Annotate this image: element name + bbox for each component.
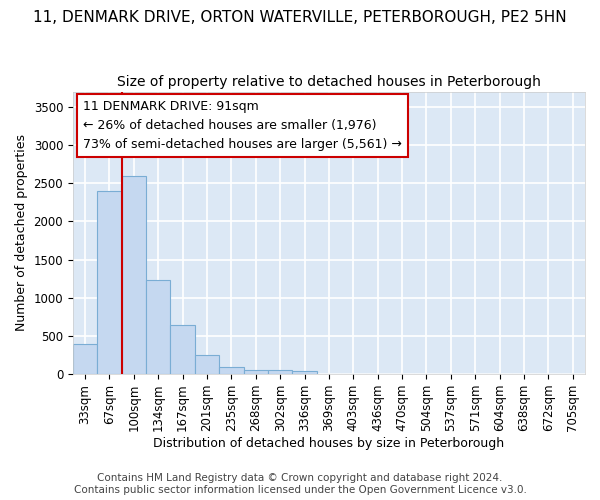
Title: Size of property relative to detached houses in Peterborough: Size of property relative to detached ho… xyxy=(117,75,541,89)
Bar xyxy=(122,176,146,374)
Bar xyxy=(292,371,317,374)
Y-axis label: Number of detached properties: Number of detached properties xyxy=(15,134,28,332)
Text: Contains HM Land Registry data © Crown copyright and database right 2024.
Contai: Contains HM Land Registry data © Crown c… xyxy=(74,474,526,495)
Bar xyxy=(195,354,219,374)
Bar xyxy=(268,370,292,374)
Bar xyxy=(73,344,97,374)
Bar xyxy=(170,325,195,374)
Bar xyxy=(219,367,244,374)
Bar xyxy=(146,280,170,374)
Text: 11 DENMARK DRIVE: 91sqm
← 26% of detached houses are smaller (1,976)
73% of semi: 11 DENMARK DRIVE: 91sqm ← 26% of detache… xyxy=(83,100,402,151)
X-axis label: Distribution of detached houses by size in Peterborough: Distribution of detached houses by size … xyxy=(154,437,505,450)
Bar xyxy=(244,370,268,374)
Bar xyxy=(97,191,122,374)
Text: 11, DENMARK DRIVE, ORTON WATERVILLE, PETERBOROUGH, PE2 5HN: 11, DENMARK DRIVE, ORTON WATERVILLE, PET… xyxy=(33,10,567,25)
